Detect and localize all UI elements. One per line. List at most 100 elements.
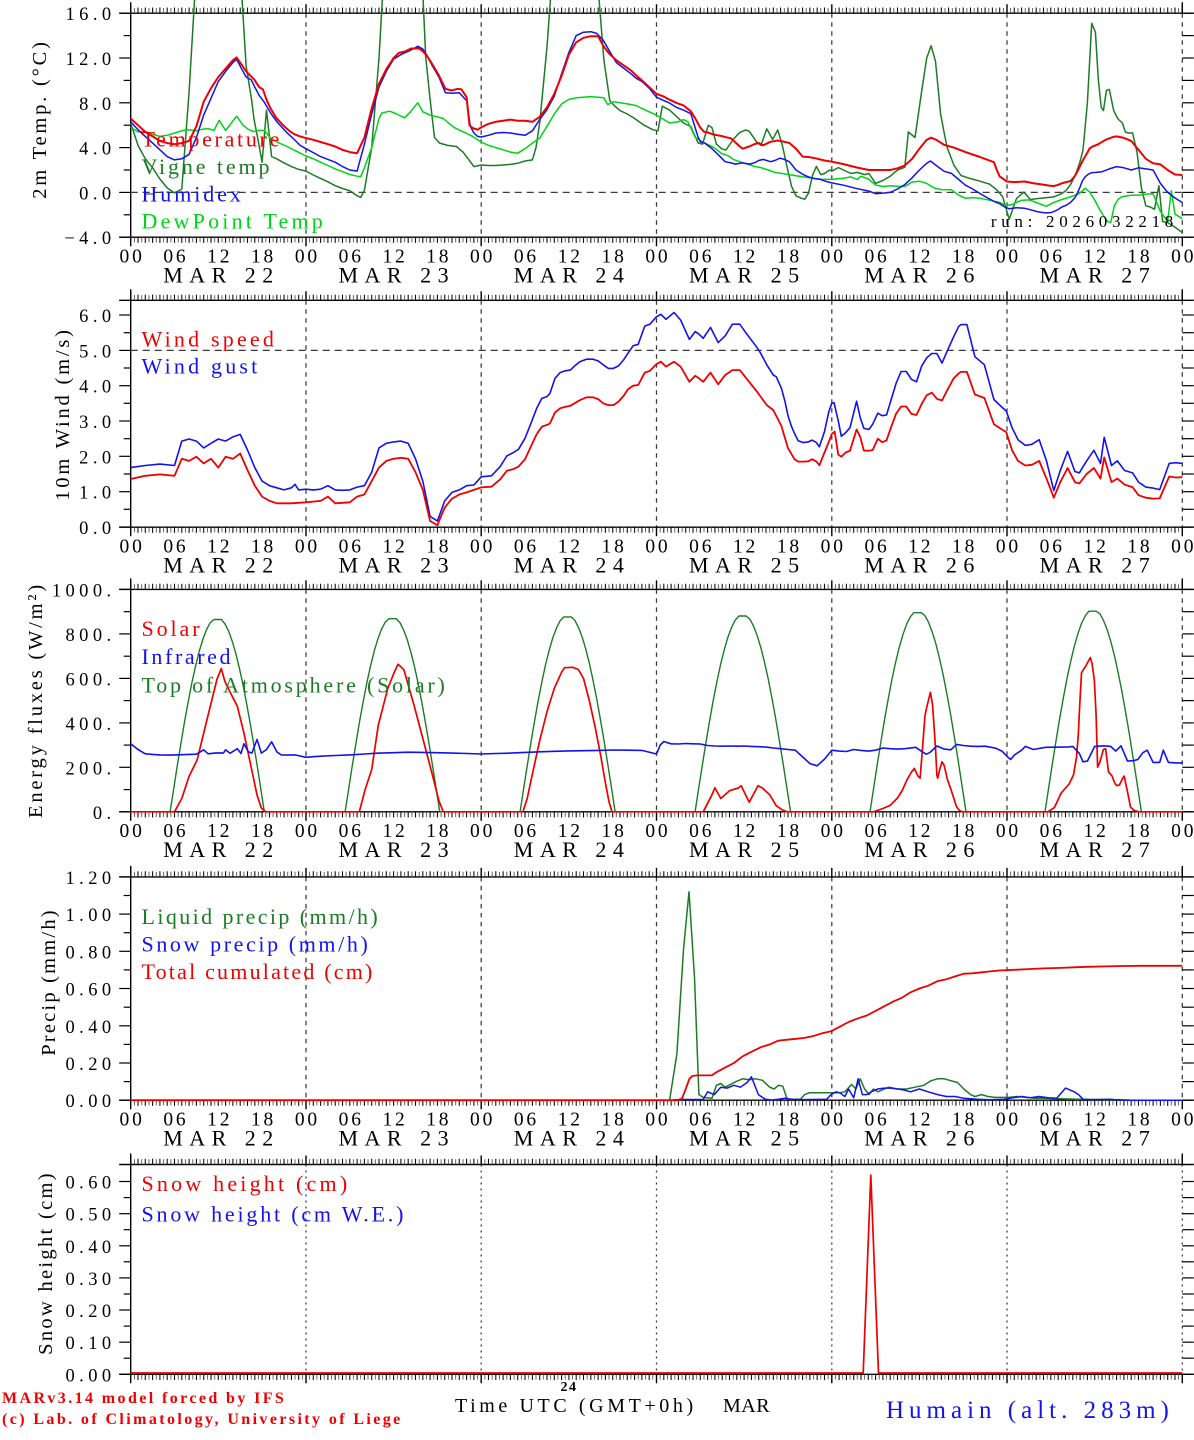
svg-text:MAR 26: MAR 26 <box>864 553 981 578</box>
svg-text:00: 00 <box>295 247 320 268</box>
svg-text:0.0: 0.0 <box>79 184 115 204</box>
svg-text:12: 12 <box>207 1110 232 1131</box>
svg-text:06: 06 <box>689 537 714 558</box>
svg-text:06: 06 <box>514 247 539 268</box>
svg-text:12: 12 <box>382 1110 407 1131</box>
svg-text:Precip (mm/h): Precip (mm/h) <box>38 908 60 1056</box>
svg-text:00: 00 <box>470 537 495 558</box>
svg-text:(c) Lab. of Climatology, Unive: (c) Lab. of Climatology, University of L… <box>2 1411 403 1428</box>
svg-text:12: 12 <box>733 821 758 842</box>
svg-text:MAR 24: MAR 24 <box>514 837 631 862</box>
svg-text:12: 12 <box>558 1110 583 1131</box>
svg-text:12: 12 <box>1084 1110 1109 1131</box>
svg-text:18: 18 <box>251 821 276 842</box>
svg-text:Snow height (cm): Snow height (cm) <box>35 1171 57 1355</box>
svg-text:18: 18 <box>426 537 451 558</box>
svg-text:00: 00 <box>996 537 1021 558</box>
svg-text:12: 12 <box>382 247 407 268</box>
svg-text:Humain (alt. 283m): Humain (alt. 283m) <box>886 1397 1174 1424</box>
svg-text:200.: 200. <box>66 759 116 779</box>
svg-text:0.40: 0.40 <box>66 1238 116 1258</box>
svg-text:MAR 24: MAR 24 <box>514 1126 631 1151</box>
svg-text:MAR 26: MAR 26 <box>864 263 981 288</box>
svg-text:00: 00 <box>1171 1110 1194 1131</box>
svg-text:06: 06 <box>339 247 364 268</box>
svg-text:00: 00 <box>120 537 145 558</box>
svg-text:00: 00 <box>120 1110 145 1131</box>
svg-text:12: 12 <box>558 247 583 268</box>
svg-text:00: 00 <box>120 247 145 268</box>
svg-text:12: 12 <box>733 1110 758 1131</box>
svg-text:12: 12 <box>908 247 933 268</box>
svg-text:06: 06 <box>864 247 889 268</box>
svg-text:00: 00 <box>996 821 1021 842</box>
svg-text:MAR 22: MAR 22 <box>163 263 280 288</box>
svg-text:18: 18 <box>426 247 451 268</box>
svg-text:MAR 27: MAR 27 <box>1040 1126 1157 1151</box>
svg-text:Snow height (cm): Snow height (cm) <box>142 1171 351 1196</box>
svg-text:0.: 0. <box>93 804 116 824</box>
svg-text:0.40: 0.40 <box>66 1018 116 1038</box>
svg-text:12: 12 <box>733 537 758 558</box>
svg-text:MAR 22: MAR 22 <box>163 1126 280 1151</box>
svg-text:MAR 26: MAR 26 <box>864 1126 981 1151</box>
svg-text:Top of Atmosphere (Solar): Top of Atmosphere (Solar) <box>142 672 448 697</box>
svg-text:MAR 24: MAR 24 <box>514 553 631 578</box>
svg-text:18: 18 <box>602 821 627 842</box>
svg-text:MAR 27: MAR 27 <box>1040 263 1157 288</box>
svg-text:06: 06 <box>864 821 889 842</box>
svg-text:06: 06 <box>864 1110 889 1131</box>
svg-text:Energy fluxes (W/m²): Energy fluxes (W/m²) <box>25 582 47 818</box>
svg-text:06: 06 <box>163 537 188 558</box>
svg-text:10m Wind (m/s): 10m Wind (m/s) <box>52 327 74 501</box>
svg-text:00: 00 <box>470 1110 495 1131</box>
svg-text:5.0: 5.0 <box>79 342 115 362</box>
svg-text:MAR 25: MAR 25 <box>689 553 806 578</box>
svg-text:06: 06 <box>163 821 188 842</box>
svg-text:06: 06 <box>1040 1110 1065 1131</box>
svg-text:18: 18 <box>602 537 627 558</box>
svg-text:00: 00 <box>645 247 670 268</box>
svg-text:0.0: 0.0 <box>79 519 115 539</box>
svg-text:00: 00 <box>821 247 846 268</box>
svg-text:18: 18 <box>777 537 802 558</box>
svg-text:00: 00 <box>996 1110 1021 1131</box>
svg-text:MAR 22: MAR 22 <box>163 837 280 862</box>
svg-text:06: 06 <box>514 537 539 558</box>
svg-text:MAR 24: MAR 24 <box>514 263 631 288</box>
svg-text:12: 12 <box>908 821 933 842</box>
svg-text:MAR 25: MAR 25 <box>689 263 806 288</box>
svg-text:06: 06 <box>339 1110 364 1131</box>
svg-text:MAR 23: MAR 23 <box>338 263 455 288</box>
svg-text:18: 18 <box>602 1110 627 1131</box>
svg-text:MAR 23: MAR 23 <box>338 1126 455 1151</box>
svg-text:12: 12 <box>382 821 407 842</box>
svg-text:18: 18 <box>426 1110 451 1131</box>
svg-text:06: 06 <box>689 821 714 842</box>
svg-text:MAR 27: MAR 27 <box>1040 553 1157 578</box>
svg-text:MAR 23: MAR 23 <box>338 553 455 578</box>
svg-text:DewPoint Temp: DewPoint Temp <box>142 209 326 234</box>
svg-text:24: 24 <box>561 1380 578 1395</box>
svg-text:Solar: Solar <box>142 616 203 641</box>
svg-text:18: 18 <box>251 1110 276 1131</box>
svg-text:00: 00 <box>996 247 1021 268</box>
svg-text:18: 18 <box>777 247 802 268</box>
svg-text:06: 06 <box>1040 537 1065 558</box>
svg-text:Snow height (cm W.E.): Snow height (cm W.E.) <box>142 1202 407 1227</box>
svg-text:18: 18 <box>952 247 977 268</box>
svg-text:00: 00 <box>295 1110 320 1131</box>
svg-text:00: 00 <box>645 821 670 842</box>
svg-text:2.0: 2.0 <box>79 448 115 468</box>
svg-text:06: 06 <box>514 1110 539 1131</box>
svg-text:800.: 800. <box>66 626 116 646</box>
svg-text:MAR 23: MAR 23 <box>338 837 455 862</box>
svg-text:400.: 400. <box>66 715 116 735</box>
svg-text:06: 06 <box>339 821 364 842</box>
svg-text:MAR 26: MAR 26 <box>864 837 981 862</box>
svg-text:0.30: 0.30 <box>66 1270 116 1290</box>
svg-text:1.00: 1.00 <box>66 906 116 926</box>
svg-text:00: 00 <box>645 537 670 558</box>
svg-text:0.00: 0.00 <box>66 1366 116 1386</box>
svg-text:00: 00 <box>470 247 495 268</box>
